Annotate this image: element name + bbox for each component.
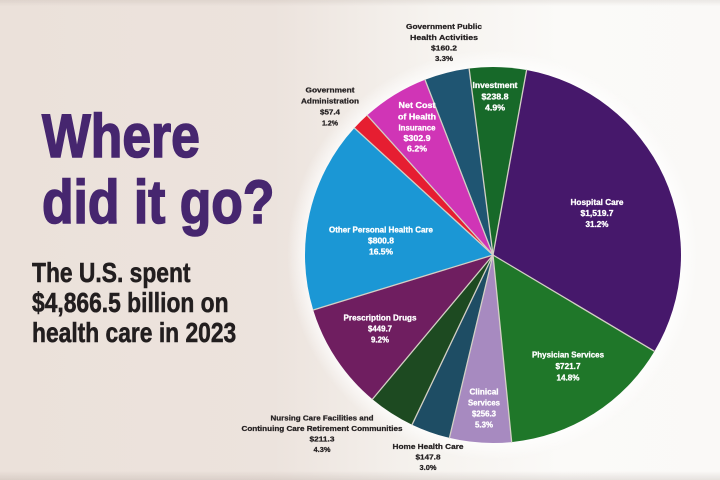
svg-text:$256.3: $256.3 bbox=[472, 409, 496, 419]
svg-text:Prescription Drugs: Prescription Drugs bbox=[344, 313, 417, 323]
svg-text:Continuing Care Retirement Com: Continuing Care Retirement Communities bbox=[242, 424, 403, 433]
svg-text:$57.4: $57.4 bbox=[320, 108, 341, 117]
svg-text:$238.8: $238.8 bbox=[482, 92, 509, 102]
svg-text:16.5%: 16.5% bbox=[369, 247, 394, 257]
svg-text:6.2%: 6.2% bbox=[407, 144, 428, 154]
svg-text:Government Public: Government Public bbox=[406, 22, 482, 31]
svg-text:$800.8: $800.8 bbox=[368, 236, 394, 246]
svg-text:Hospital Care: Hospital Care bbox=[571, 197, 624, 207]
svg-text:$1,519.7: $1,519.7 bbox=[581, 208, 614, 218]
svg-text:31.2%: 31.2% bbox=[586, 219, 610, 229]
svg-text:3.0%: 3.0% bbox=[420, 463, 437, 472]
svg-text:$160.2: $160.2 bbox=[431, 44, 457, 53]
svg-text:Home Health Care: Home Health Care bbox=[393, 442, 464, 451]
svg-text:14.8%: 14.8% bbox=[557, 373, 581, 383]
svg-text:Nursing Care Facilities and: Nursing Care Facilities and bbox=[271, 414, 374, 423]
svg-text:3.3%: 3.3% bbox=[435, 54, 453, 63]
svg-text:$302.9: $302.9 bbox=[404, 133, 431, 143]
svg-text:$211.3: $211.3 bbox=[310, 435, 335, 444]
svg-text:Insurance: Insurance bbox=[399, 123, 436, 133]
svg-text:9.2%: 9.2% bbox=[371, 335, 390, 345]
svg-text:Administration: Administration bbox=[301, 97, 359, 106]
svg-text:Services: Services bbox=[468, 398, 500, 408]
svg-text:$449.7: $449.7 bbox=[368, 324, 392, 334]
svg-text:$147.8: $147.8 bbox=[416, 453, 441, 462]
svg-text:Clinical: Clinical bbox=[470, 387, 499, 397]
svg-text:5.3%: 5.3% bbox=[475, 420, 494, 430]
svg-text:Other Personal Health Care: Other Personal Health Care bbox=[329, 225, 433, 235]
svg-text:Physician Services: Physician Services bbox=[532, 350, 604, 360]
svg-text:1.2%: 1.2% bbox=[322, 119, 338, 128]
svg-text:of Health: of Health bbox=[398, 111, 436, 121]
svg-text:Health Activities: Health Activities bbox=[410, 33, 478, 42]
svg-text:Investment: Investment bbox=[473, 80, 518, 90]
svg-text:Government: Government bbox=[306, 86, 356, 95]
svg-text:4.9%: 4.9% bbox=[485, 103, 506, 113]
svg-text:4.3%: 4.3% bbox=[314, 445, 331, 454]
svg-text:Net Cost: Net Cost bbox=[399, 100, 436, 110]
svg-text:$721.7: $721.7 bbox=[556, 361, 581, 371]
